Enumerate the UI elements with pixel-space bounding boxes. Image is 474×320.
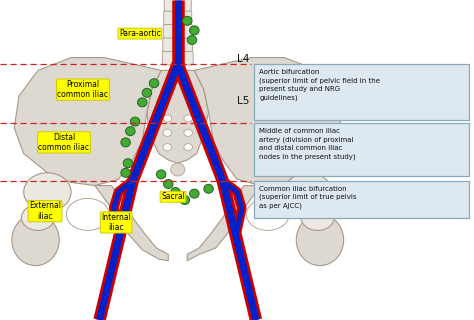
Ellipse shape: [184, 144, 192, 151]
Ellipse shape: [12, 214, 59, 266]
Ellipse shape: [190, 26, 199, 35]
Ellipse shape: [180, 196, 190, 204]
Ellipse shape: [142, 88, 152, 97]
Ellipse shape: [137, 98, 147, 107]
Ellipse shape: [164, 180, 173, 188]
Polygon shape: [187, 186, 261, 261]
FancyBboxPatch shape: [254, 64, 469, 120]
Ellipse shape: [126, 127, 135, 136]
Ellipse shape: [246, 198, 289, 230]
Ellipse shape: [149, 79, 159, 88]
Text: Sacral: Sacral: [161, 192, 185, 201]
FancyBboxPatch shape: [254, 181, 469, 218]
Ellipse shape: [163, 144, 172, 151]
Ellipse shape: [184, 115, 192, 122]
FancyBboxPatch shape: [162, 51, 193, 65]
Ellipse shape: [204, 184, 213, 193]
Text: Distal
common iliac: Distal common iliac: [38, 133, 90, 152]
FancyBboxPatch shape: [164, 11, 191, 25]
Text: Internal
iliac: Internal iliac: [101, 213, 131, 232]
Polygon shape: [95, 186, 168, 261]
Text: Para-aortic: Para-aortic: [119, 29, 161, 38]
Ellipse shape: [130, 117, 140, 126]
Ellipse shape: [123, 159, 133, 168]
Ellipse shape: [156, 170, 166, 179]
Polygon shape: [14, 58, 161, 186]
FancyBboxPatch shape: [164, 0, 191, 11]
Text: L4: L4: [237, 54, 249, 64]
Polygon shape: [194, 58, 341, 186]
Ellipse shape: [171, 188, 180, 196]
Ellipse shape: [187, 36, 197, 44]
Ellipse shape: [121, 138, 130, 147]
Ellipse shape: [163, 115, 172, 122]
Ellipse shape: [301, 205, 334, 230]
Ellipse shape: [171, 163, 185, 176]
Text: External
iliac: External iliac: [29, 202, 61, 221]
Text: L5: L5: [237, 96, 249, 106]
Ellipse shape: [66, 198, 109, 230]
Text: Proximal
common iliac: Proximal common iliac: [57, 80, 109, 99]
FancyBboxPatch shape: [163, 24, 192, 38]
Ellipse shape: [296, 214, 344, 266]
Ellipse shape: [21, 205, 55, 230]
Ellipse shape: [163, 129, 172, 136]
Text: Aortic bifurcation
(superior limit of pelvic field in the
present study and NRG
: Aortic bifurcation (superior limit of pe…: [259, 69, 380, 100]
Polygon shape: [147, 70, 209, 163]
FancyBboxPatch shape: [254, 123, 469, 176]
Text: Common iliac bifurcation
(superior limit of true pelvis
as per AJCC): Common iliac bifurcation (superior limit…: [259, 186, 357, 209]
Ellipse shape: [190, 189, 199, 198]
Ellipse shape: [182, 16, 192, 25]
Ellipse shape: [184, 129, 192, 136]
Ellipse shape: [284, 173, 332, 211]
Ellipse shape: [121, 168, 130, 177]
Text: Middle of common iliac
artery (division of proximal
and distal common iliac
node: Middle of common iliac artery (division …: [259, 128, 356, 160]
Ellipse shape: [24, 173, 71, 211]
FancyBboxPatch shape: [163, 37, 192, 52]
